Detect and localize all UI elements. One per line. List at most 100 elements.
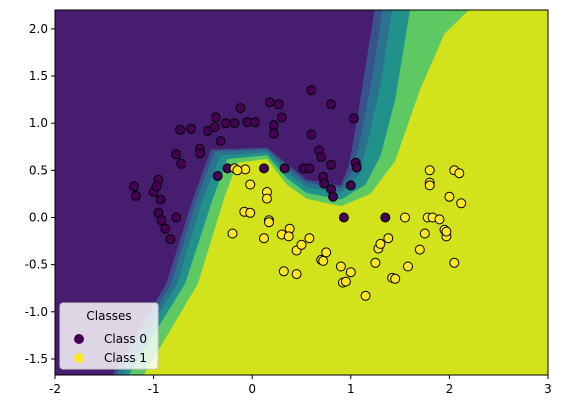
class-0-point bbox=[212, 171, 223, 181]
class-0-point bbox=[165, 234, 176, 245]
class-1-point bbox=[291, 269, 302, 280]
legend-marker-class-0 bbox=[74, 334, 84, 344]
class-0-point bbox=[130, 190, 141, 201]
class-1-point bbox=[434, 214, 445, 225]
decision-regions bbox=[55, 10, 470, 375]
class-0-point bbox=[264, 97, 275, 108]
x-axis: -2 -1 0 1 2 3 bbox=[49, 375, 552, 396]
class-1-point bbox=[245, 207, 256, 218]
data-points bbox=[128, 85, 467, 301]
legend-label-class-0: Class 0 bbox=[104, 332, 147, 346]
legend-title: Classes bbox=[86, 309, 131, 323]
class-0-point bbox=[338, 212, 349, 223]
class-0-point bbox=[326, 159, 337, 170]
y-tick-label: 1.0 bbox=[29, 116, 48, 130]
class-0-point bbox=[306, 129, 317, 140]
y-tick-label: -1.5 bbox=[25, 352, 48, 366]
class-0-point bbox=[160, 223, 171, 234]
y-tick-label: 2.0 bbox=[29, 22, 48, 36]
class-0-point bbox=[235, 103, 246, 114]
class-1-point bbox=[283, 231, 294, 242]
class-0-point bbox=[326, 99, 337, 110]
class-1-point bbox=[227, 228, 238, 239]
plot-area bbox=[55, 10, 548, 375]
class-1-point bbox=[318, 255, 329, 266]
class-1-point bbox=[321, 247, 332, 258]
class-1-point bbox=[424, 180, 435, 191]
class-1-point bbox=[278, 266, 289, 277]
class-1-point bbox=[424, 165, 435, 176]
legend-marker-class-1 bbox=[74, 353, 84, 363]
class-0-point bbox=[210, 112, 221, 123]
plot-frame bbox=[54, 9, 549, 376]
class-0-point bbox=[316, 152, 327, 163]
class-1-point bbox=[370, 257, 381, 268]
class-1-point bbox=[390, 273, 401, 284]
class-0-point bbox=[268, 128, 279, 139]
x-tick-label: 3 bbox=[544, 382, 552, 396]
class-1-point bbox=[414, 244, 425, 255]
class-0-point bbox=[348, 113, 359, 124]
class-0-point bbox=[259, 163, 269, 174]
class-0-point bbox=[155, 194, 166, 205]
class-0-point bbox=[250, 117, 261, 128]
class-1-point bbox=[259, 233, 269, 244]
class-0-point bbox=[279, 163, 290, 174]
class-0-point bbox=[319, 178, 330, 189]
y-tick-label: 0.5 bbox=[29, 163, 48, 177]
class-1-point bbox=[262, 193, 272, 204]
class-1-point bbox=[232, 165, 243, 176]
class-0-point bbox=[171, 149, 182, 160]
class-1-point bbox=[419, 228, 430, 239]
class-1-point bbox=[400, 212, 410, 223]
class-0-point bbox=[276, 112, 287, 123]
class-1-point bbox=[296, 239, 307, 250]
class-1-point bbox=[375, 238, 386, 249]
class-0-point bbox=[351, 162, 362, 173]
class-1-point bbox=[456, 198, 467, 209]
class-0-point bbox=[304, 163, 315, 174]
y-axis: 2.0 1.5 1.0 0.5 0.0 -0.5 -1.0 -1.5 bbox=[25, 22, 55, 366]
class-1-point bbox=[441, 226, 452, 237]
class-1-point bbox=[304, 233, 315, 244]
class-1-point bbox=[444, 191, 455, 202]
class-1-point bbox=[264, 217, 274, 228]
class-1-point bbox=[345, 267, 356, 278]
class-1-point bbox=[360, 290, 371, 301]
class-1-point bbox=[454, 168, 465, 179]
class-1-point bbox=[340, 276, 351, 287]
y-tick-label: 0.0 bbox=[29, 210, 48, 224]
x-tick-label: 2 bbox=[446, 382, 454, 396]
class-0-point bbox=[220, 118, 231, 129]
y-tick-label: 1.5 bbox=[29, 69, 48, 83]
class-0-point bbox=[215, 136, 226, 147]
class-1-point bbox=[403, 261, 413, 272]
y-tick-label: -1.0 bbox=[25, 305, 48, 319]
class-0-point bbox=[209, 122, 220, 132]
legend-label-class-1: Class 1 bbox=[104, 351, 147, 365]
x-tick-label: 1 bbox=[347, 382, 355, 396]
class-0-point bbox=[273, 99, 284, 110]
class-0-point bbox=[328, 191, 339, 202]
class-0-point bbox=[186, 123, 197, 134]
y-tick-label: -0.5 bbox=[25, 258, 48, 272]
x-tick-label: -2 bbox=[49, 382, 61, 396]
class-0-point bbox=[306, 85, 317, 96]
x-tick-label: 0 bbox=[248, 382, 256, 396]
class0-region bbox=[55, 10, 375, 375]
class-1-point bbox=[383, 233, 394, 244]
class-1-point bbox=[449, 257, 460, 268]
legend: Classes Class 0 Class 1 bbox=[59, 302, 159, 370]
class-0-point bbox=[380, 212, 391, 223]
class-0-point bbox=[156, 215, 167, 226]
class-0-point bbox=[128, 181, 139, 192]
class-0-point bbox=[268, 120, 279, 131]
class-0-point bbox=[176, 158, 187, 169]
class-0-point bbox=[151, 181, 162, 192]
class-0-point bbox=[175, 124, 186, 135]
legend-box bbox=[59, 302, 159, 370]
class-0-point bbox=[171, 212, 182, 223]
class-1-point bbox=[335, 261, 346, 272]
x-tick-label: -1 bbox=[148, 382, 160, 396]
